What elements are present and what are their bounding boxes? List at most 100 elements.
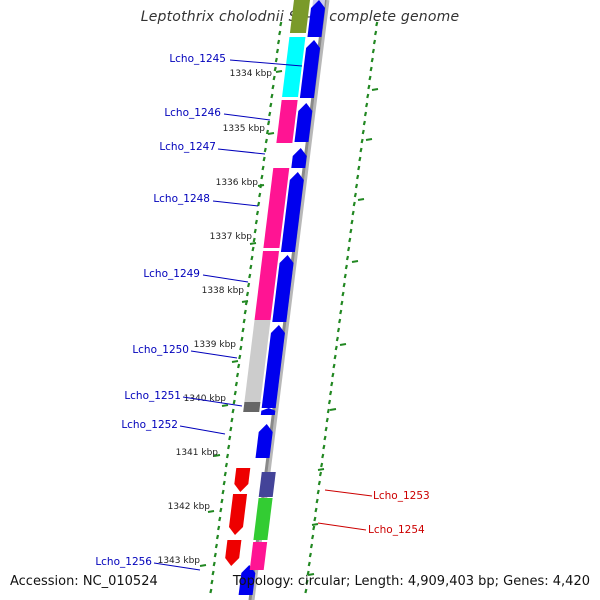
reverse-cds-track [225,468,276,570]
track-dot [332,363,336,369]
track-dot [334,345,338,351]
track-dot [279,21,283,27]
track-dot [273,66,277,72]
kbp-tick-label: 1340 kbp [184,394,227,404]
track-dot [222,480,226,486]
track-dot [263,147,267,153]
track-dot [272,75,276,81]
track-dot [218,516,222,522]
track-dot [352,201,356,207]
gene-label-leader [223,113,271,121]
track-dot [347,246,351,252]
track-dot [261,165,265,171]
track-dot [243,309,247,315]
track-dash [275,70,283,73]
track-dot [240,336,244,342]
cog-block [263,168,290,248]
track-dash [351,260,359,263]
cog-block [243,402,261,412]
track-dot [231,408,235,414]
track-dot [370,57,374,63]
track-dot [374,30,378,36]
track-dot [223,471,227,477]
track-dot [349,228,353,234]
track-dot [232,399,236,405]
reverse-cds-arrow [225,540,242,566]
track-dot [235,372,240,378]
forward-cds-track [238,0,326,595]
track-dot [210,579,214,585]
track-dot [367,84,371,90]
track-dash [241,300,249,303]
track-dash [339,343,347,346]
track-dot [214,543,218,549]
kbp-tick-label: 1339 kbp [194,340,237,350]
track-dot [327,399,332,405]
cog-block [276,100,298,143]
gene-label: Lcho_1251 [124,390,181,402]
track-dot [252,237,256,243]
track-dot [309,543,314,549]
reverse-cds-arrow [234,468,251,492]
forward-cds-arrow [272,255,294,322]
track-dot [238,354,242,360]
track-dot [357,165,361,171]
track-dot [315,498,319,504]
track-dot [242,318,246,324]
cog-block [289,0,310,33]
track-dot [267,120,271,126]
track-dot [265,129,270,135]
track-dot [264,138,268,144]
track-dot [257,201,261,207]
track-dot [345,255,350,261]
track-dot [350,219,354,225]
track-dot [330,381,334,387]
gene-label: Lcho_1248 [153,193,210,205]
track-dot [372,39,377,45]
track-dot [247,282,251,288]
track-dot [329,390,333,396]
kbp-ticks: 1334 kbp 1335 kbp 1336 kbp 1337 kbp 1338 kbp… [158,69,273,566]
track-dot [224,462,228,468]
gene-label: Lcho_1246 [164,107,221,119]
cog-block [282,37,306,97]
track-dot [333,354,337,360]
track-dot [356,174,360,180]
track-dot [221,489,225,495]
forward-cds-arrow [307,0,326,37]
forward-cds-arrow [238,565,256,595]
gene-label: Lcho_1253 [373,490,430,502]
cog-block [254,251,280,320]
track-dot [375,21,379,27]
gene-label: Lcho_1250 [132,344,189,356]
track-dot [306,570,310,576]
track-dot [353,192,357,198]
track-dot [251,246,255,252]
gene-label: Lcho_1256 [95,556,152,568]
track-dash [267,132,275,135]
track-dot [351,210,355,216]
kbp-tick-label: 1336 kbp [216,178,259,188]
reverse-cds-arrow [229,494,248,535]
track-dot [325,417,329,423]
track-dot [361,129,365,135]
kbp-tick-label: 1341 kbp [176,448,219,458]
track-dot [360,138,364,144]
forward-cds-arrow [255,424,273,458]
forward-cds-arrow [260,408,276,415]
track-dot [316,489,320,495]
kbp-tick-label: 1343 kbp [158,556,201,566]
track-dot [354,183,359,189]
track-dot [313,516,317,522]
track-dash [249,242,257,245]
gene-label: Lcho_1249 [143,268,200,280]
track-dash [357,198,365,201]
track-dash [221,404,229,407]
track-dot [323,435,327,441]
track-dot [219,507,223,513]
track-dash [207,510,215,513]
track-dot [211,570,215,576]
track-dot [368,75,372,81]
forward-cds-arrow [291,148,307,168]
cog-block [258,472,276,497]
